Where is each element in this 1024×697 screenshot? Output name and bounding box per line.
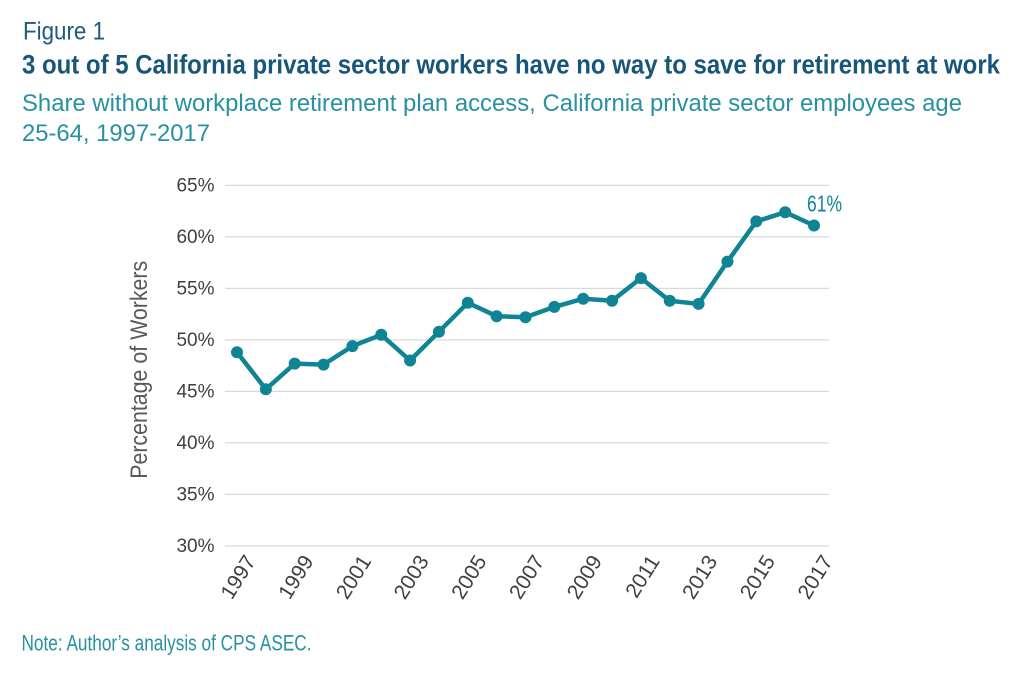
svg-text:50%: 50% — [176, 330, 214, 351]
svg-text:2011: 2011 — [621, 551, 664, 601]
svg-text:2005: 2005 — [447, 551, 491, 603]
svg-text:Figure 1: Figure 1 — [23, 18, 105, 46]
svg-text:3 out of 5 California private: 3 out of 5 California private sector wor… — [22, 50, 1001, 80]
svg-text:2017: 2017 — [793, 551, 837, 603]
svg-text:2001: 2001 — [332, 551, 376, 603]
svg-text:2015: 2015 — [736, 551, 780, 603]
svg-text:2013: 2013 — [678, 551, 722, 603]
svg-text:60%: 60% — [176, 227, 214, 248]
svg-text:1999: 1999 — [274, 551, 318, 603]
svg-text:Share without workplace retire: Share without workplace retirement plan … — [22, 90, 962, 117]
svg-text:35%: 35% — [176, 484, 214, 505]
svg-text:2007: 2007 — [505, 551, 549, 603]
svg-text:30%: 30% — [176, 536, 214, 557]
svg-text:61%: 61% — [807, 191, 842, 217]
svg-text:Percentage of Workers: Percentage of Workers — [126, 261, 153, 479]
svg-text:2003: 2003 — [390, 551, 434, 603]
svg-text:25-64, 1997-2017: 25-64, 1997-2017 — [22, 120, 210, 147]
svg-text:65%: 65% — [176, 175, 214, 196]
svg-text:1997: 1997 — [216, 551, 260, 603]
svg-text:2009: 2009 — [563, 551, 607, 603]
svg-text:45%: 45% — [176, 381, 214, 402]
svg-text:Note: Author’s analysis of CPS: Note: Author’s analysis of CPS ASEC. — [22, 631, 312, 656]
svg-text:40%: 40% — [176, 433, 214, 454]
svg-text:55%: 55% — [176, 278, 214, 299]
